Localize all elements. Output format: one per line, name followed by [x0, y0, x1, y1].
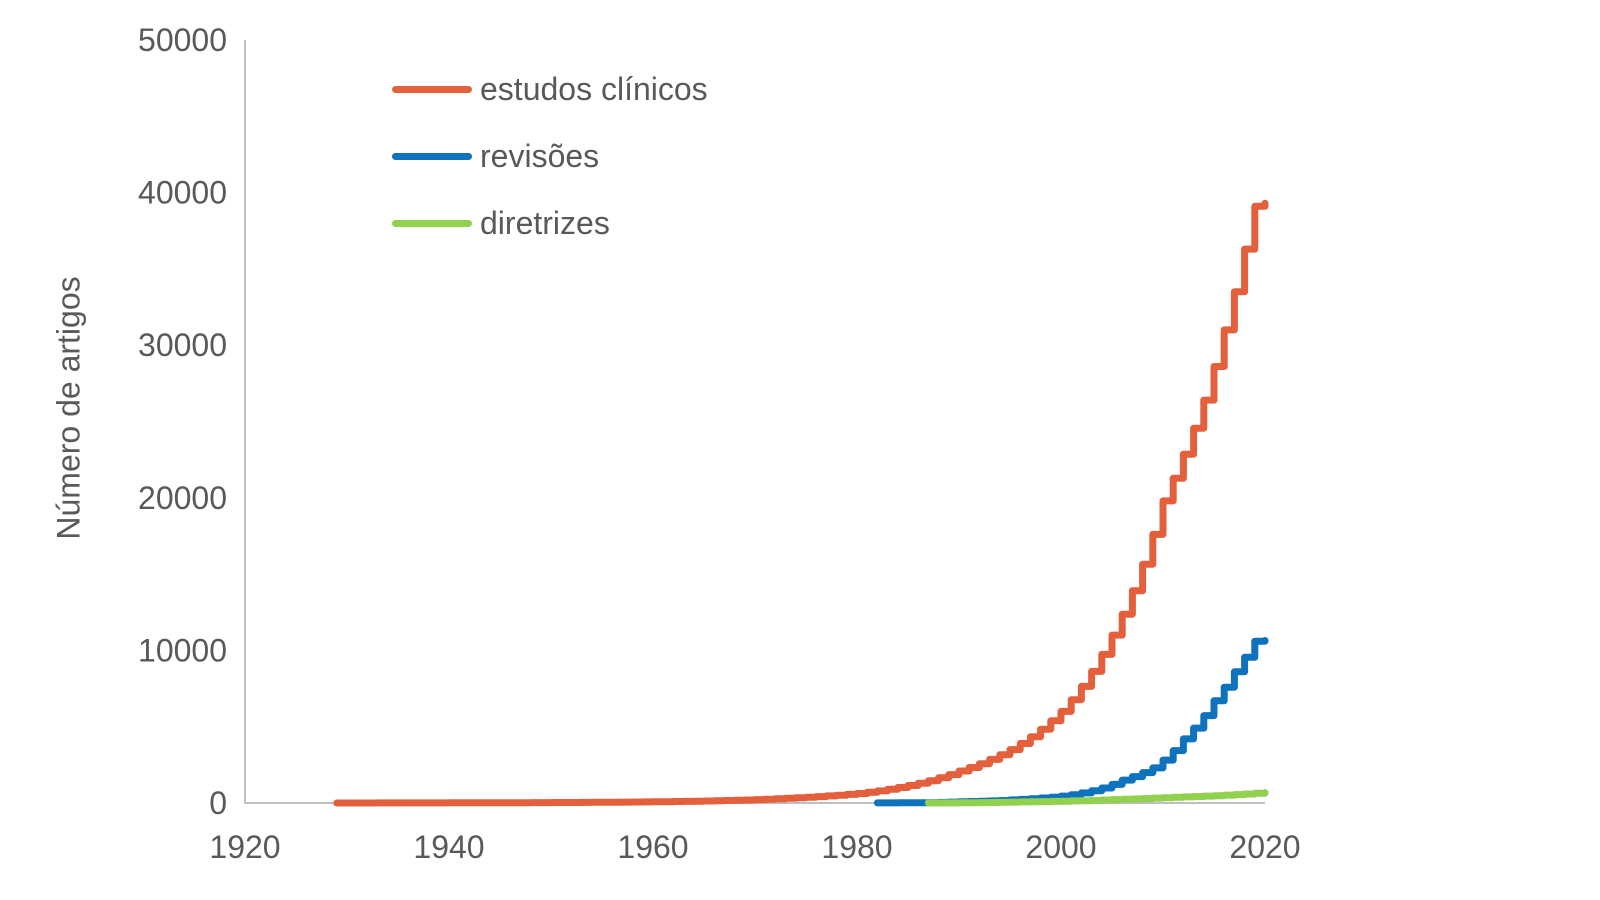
- y-tick-label: 0: [209, 785, 227, 821]
- legend-label-diretrizes: diretrizes: [480, 205, 610, 241]
- x-tick-label: 2020: [1229, 829, 1300, 865]
- estudos-clinicos-line-swatch: [392, 86, 472, 93]
- x-tick-label: 2000: [1025, 829, 1096, 865]
- x-tick-label: 1960: [617, 829, 688, 865]
- estudos-clinicos-line: [333, 199, 1269, 807]
- y-tick-label: 20000: [138, 480, 227, 516]
- legend-item-revisoes: revisões: [392, 134, 708, 179]
- x-tick-label: 1940: [413, 829, 484, 865]
- y-tick-label: 10000: [138, 632, 227, 668]
- diretrizes-line-swatch: [392, 220, 472, 227]
- legend-item-diretrizes: diretrizes: [392, 201, 708, 246]
- legend-label-estudos-clinicos: estudos clínicos: [480, 71, 708, 107]
- legend: estudos clínicos revisões diretrizes: [392, 67, 708, 246]
- y-axis-title: Número de artigos: [50, 276, 87, 540]
- diretrizes-line: [924, 789, 1269, 807]
- revisoes-line-swatch: [392, 153, 472, 160]
- y-tick-label: 50000: [138, 22, 227, 58]
- y-tick-label: 40000: [138, 175, 227, 211]
- x-tick-label: 1980: [821, 829, 892, 865]
- y-tick-label: 30000: [138, 327, 227, 363]
- legend-item-estudos-clinicos: estudos clínicos: [392, 67, 708, 112]
- x-tick-label: 1920: [209, 829, 280, 865]
- legend-label-revisoes: revisões: [480, 138, 600, 174]
